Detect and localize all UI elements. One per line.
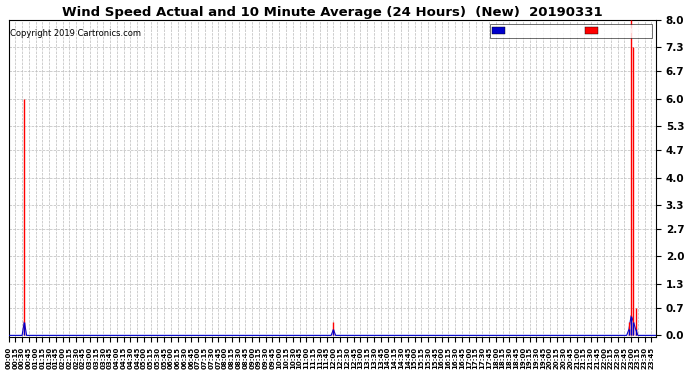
Title: Wind Speed Actual and 10 Minute Average (24 Hours)  (New)  20190331: Wind Speed Actual and 10 Minute Average …	[62, 6, 602, 18]
Legend: 10 Min Avg (mph), Wind (mph): 10 Min Avg (mph), Wind (mph)	[490, 24, 652, 38]
Text: Copyright 2019 Cartronics.com: Copyright 2019 Cartronics.com	[10, 29, 141, 38]
